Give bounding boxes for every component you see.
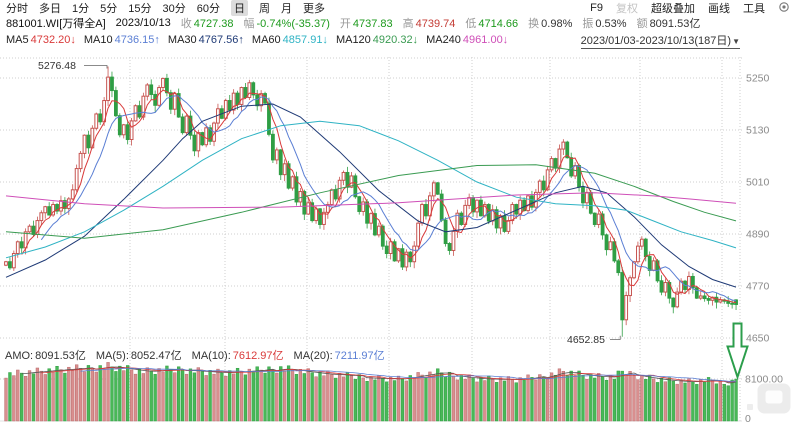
amo-item-0: AMO: 8091.53亿 <box>5 350 86 362</box>
quote-fields: 收 4727.38 幅 -0.74%(-35.37) 开 4737.83 高 4739.74 低… <box>181 15 701 31</box>
ma-item-MA5: MA5 4732.20↓ <box>6 33 76 46</box>
chevron-down-icon: ▼ <box>732 37 740 46</box>
toolbar-item-0[interactable]: F9 <box>590 2 603 14</box>
ma-values: MA5 4732.20↓ MA10 4736.15↑ MA30 4767.56↑ MA60 4… <box>6 34 508 46</box>
svg-text:4652.85: 4652.85 <box>567 334 605 346</box>
ma-item-MA240: MA240 4961.00↓ <box>426 33 509 46</box>
ma-item-MA120: MA120 4920.32↓ <box>335 33 419 46</box>
quote-field-振: 振 0.53% <box>582 18 627 30</box>
candlestick-series <box>4 66 738 337</box>
symbol-name: 881001.WI[万得全A] <box>6 18 106 30</box>
period-tab-8[interactable]: 周 <box>259 3 270 15</box>
ma-item-MA30: MA30 4767.56↑ <box>167 33 244 46</box>
ma-indicator-bar: MA5 4732.20↓ MA10 4736.15↑ MA30 4767.56↑ MA60 4… <box>0 31 796 49</box>
quote-field-换: 换 0.98% <box>528 18 573 30</box>
svg-text:4770: 4770 <box>746 281 770 293</box>
period-tab-1[interactable]: 多日 <box>39 3 61 15</box>
quote-field-低: 低 4714.66 <box>465 18 519 30</box>
high-low-annotations: 5276.48 4652.85 <box>38 60 621 346</box>
svg-text:8100.00: 8100.00 <box>745 374 783 386</box>
period-tab-3[interactable]: 5分 <box>100 3 118 15</box>
grid-lines <box>0 57 742 422</box>
svg-text:5276.48: 5276.48 <box>38 60 76 72</box>
period-tab-9[interactable]: 月 <box>281 3 292 15</box>
y-axis-labels: 5250 5130 5010 4890 4770 4650 8100.00 0 <box>745 73 783 426</box>
quote-field-开: 开 4737.83 <box>339 18 393 30</box>
svg-text:0: 0 <box>745 413 751 425</box>
toolbar-item-4[interactable]: 工具 <box>743 3 765 15</box>
watermark-logo <box>747 383 791 414</box>
tools-toolbar: F9 复权 超级叠加 画线 工具 <box>590 0 790 16</box>
date-range-label: 2023/01/03-2023/10/13(187日) <box>580 35 732 47</box>
svg-text:4650: 4650 <box>746 333 770 345</box>
toolbar-item-1[interactable]: 复权 <box>616 3 638 15</box>
date-range-selector[interactable]: 2023/01/03-2023/10/13(187日)▼ <box>580 32 740 49</box>
period-tab-4[interactable]: 15分 <box>128 3 152 15</box>
ma-lines <box>5 89 737 303</box>
toolbar-item-2[interactable]: 超级叠加 <box>651 3 695 15</box>
volume-bars <box>4 362 738 422</box>
quote-field-收: 收 4727.38 <box>180 18 234 30</box>
chart-area: 5250 5130 5010 4890 4770 4650 8100.00 0 5276.48 4… <box>0 48 796 426</box>
period-tab-5[interactable]: 30分 <box>162 3 186 15</box>
period-tab-2[interactable]: 1分 <box>72 3 90 15</box>
period-tab-10[interactable]: 更多 <box>303 3 325 15</box>
svg-text:4890: 4890 <box>746 229 770 241</box>
turnover-indicator-labels: AMO: 8091.53亿 MA(5): 8052.47亿 MA(10): 7612.97… <box>5 347 385 363</box>
quote-field-幅: 幅 -0.74%(-35.37) <box>243 18 330 30</box>
quote-date: 2023/10/13 <box>115 17 171 29</box>
quote-field-高: 高 4739.74 <box>402 18 456 30</box>
ma-item-MA60: MA60 4857.91↓ <box>251 33 328 46</box>
svg-text:5010: 5010 <box>746 177 770 189</box>
volume-ma-lines <box>21 366 737 384</box>
svg-text:5130: 5130 <box>746 125 770 137</box>
candlestick-chart[interactable]: 5250 5130 5010 4890 4770 4650 8100.00 0 5276.48 4… <box>0 48 796 426</box>
period-tab-0[interactable]: 分时 <box>6 3 28 15</box>
amo-item-3: MA(20): 7211.97亿 <box>293 350 385 362</box>
period-tabs: 分时 多日 1分 5分 15分 30分 60分日周月更多 <box>6 0 325 16</box>
gear-icon[interactable] <box>778 1 790 16</box>
quote-field-额: 额 8091.53亿 <box>636 18 701 30</box>
drawn-down-arrow[interactable] <box>726 322 749 381</box>
amo-item-2: MA(10): 7612.97亿 <box>191 350 284 362</box>
amo-item-1: MA(5): 8052.47亿 <box>95 350 182 362</box>
ma-item-MA10: MA10 4736.15↑ <box>83 33 160 46</box>
period-tab-6[interactable]: 60分 <box>196 3 220 15</box>
toolbar-item-3[interactable]: 画线 <box>708 3 730 15</box>
quote-bar: 881001.WI[万得全A] 2023/10/13 收 4727.38 幅 -0.7… <box>0 15 796 31</box>
period-tab-7[interactable]: 日 <box>231 0 248 16</box>
period-toolbar: 分时 多日 1分 5分 15分 30分 60分日周月更多 F9 复权 超级叠加 画线 工具 <box>0 0 796 16</box>
svg-text:5250: 5250 <box>746 73 770 85</box>
